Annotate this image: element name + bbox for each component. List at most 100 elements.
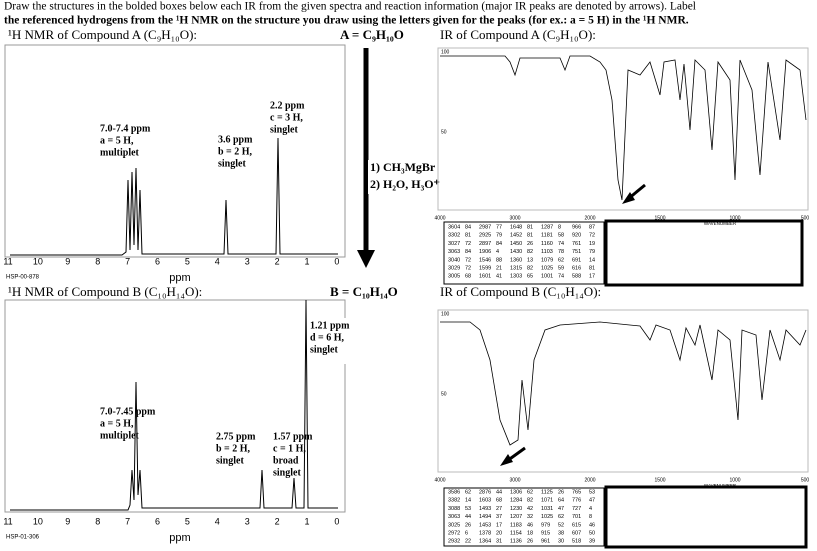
peak-wavenumber: 761 [572,241,581,247]
peak-wavenumber: 1154 [510,530,522,536]
nmr-tick-label: 6 [155,256,160,266]
peak-transmittance: 30 [558,539,564,545]
nmr-tick-label: 8 [95,516,100,526]
table-frame [443,221,605,285]
peak-transmittance: 13 [527,257,533,263]
peak-transmittance: 72 [465,241,471,247]
reagent: 2) H₂O, H₃O⁺ [370,177,440,191]
peak-transmittance: 47 [589,498,595,504]
peak-transmittance: 53 [465,506,471,512]
peak-transmittance: 62 [465,489,471,495]
peak-transmittance: 44 [496,489,502,495]
nmr-tick-label: 3 [245,256,250,266]
peak-transmittance: 42 [527,506,533,512]
peak-transmittance: 82 [527,249,533,255]
peak-wavenumber: 1603 [479,498,491,504]
nmr-tick-label: 4 [215,256,220,266]
peak-transmittance: 50 [589,530,595,536]
peak-wavenumber: 1378 [479,530,491,536]
nmr-tick-label: 5 [185,256,190,266]
peak-label: 3.6 ppm [218,134,253,145]
peak-transmittance: 37 [496,514,502,520]
peak-transmittance: 47 [558,506,564,512]
peak-transmittance: 20 [496,530,502,536]
peak-transmittance: 8 [589,514,592,520]
nmr-spectrum [10,299,338,511]
ir-tick-label: 2000 [584,477,595,483]
peak-label: broad [273,455,299,466]
arrow-head [622,192,635,204]
peak-wavenumber: 1103 [541,249,553,255]
peak-wavenumber: 1284 [510,498,522,504]
peak-transmittance: 27 [496,506,502,512]
peak-transmittance: 65 [527,274,533,280]
peak-wavenumber: 1287 [541,224,553,230]
peak-transmittance: 6 [465,530,468,536]
ir-tick-label: 3000 [509,215,520,221]
peak-transmittance: 68 [465,274,471,280]
peak-wavenumber: 2897 [479,241,491,247]
peak-wavenumber: 1493 [479,506,491,512]
peak-transmittance: 52 [558,522,564,528]
peak-label: c = 3 H, [270,112,303,123]
peak-wavenumber: 2987 [479,224,491,230]
formula: B = C₁₀H₁₄O [330,284,398,299]
peak-transmittance: 82 [527,265,533,271]
peak-transmittance: 19 [589,241,595,247]
peak-label: singlet [216,455,244,466]
answer-box[interactable] [604,485,808,549]
peak-transmittance: 79 [589,249,595,255]
peak-transmittance: 62 [558,514,564,520]
section-title: IR of Compound A (C₉H₁₀O): [440,27,596,42]
peak-wavenumber: 607 [572,530,581,536]
peak-wavenumber: 691 [572,257,581,263]
peak-label: 1.57 ppm [273,431,313,442]
peak-label: b = 2 H, [216,443,251,454]
peak-transmittance: 17 [589,274,595,280]
peak-wavenumber: 3029 [448,265,460,271]
peak-wavenumber: 1306 [510,489,522,495]
peak-label: 2.75 ppm [216,431,256,442]
peak-wavenumber: 765 [572,489,581,495]
peak-wavenumber: 751 [572,249,581,255]
nmr-tick-label: 11 [3,256,12,266]
peak-transmittance: 18 [527,530,533,536]
ir-tick-label: 4000 [434,215,445,221]
peak-wavenumber: 2932 [448,539,460,545]
formula: A = C₉H₁₀O [340,27,404,42]
peak-transmittance: 81 [465,233,471,239]
peak-wavenumber: 3302 [448,233,460,239]
spectrum-code: HSP-01-306 [6,535,40,541]
peak-transmittance: 38 [558,530,564,536]
spectrum-code: HSP-00-878 [6,275,40,281]
nmr-tick-label: 8 [95,256,100,266]
section-title: ¹H NMR of Compound B (C₁₀H₁₄O): [8,284,202,299]
peak-transmittance: 72 [465,265,471,271]
peak-transmittance: 26 [527,241,533,247]
peak-transmittance: 4 [496,249,499,255]
ir-tick-label: 1500 [654,477,665,483]
peak-wavenumber: 727 [572,506,581,512]
nmr-tick-label: 4 [215,516,220,526]
peak-transmittance: 21 [496,265,502,271]
peak-wavenumber: 1452 [510,233,522,239]
peak-wavenumber: 3586 [448,489,460,495]
peak-transmittance: 77 [496,224,502,230]
peak-wavenumber: 3063 [448,249,460,255]
peak-wavenumber: 1546 [479,257,491,263]
nmr-tick-label: 9 [65,256,70,266]
peak-transmittance: 74 [558,241,564,247]
peak-wavenumber: 961 [541,539,550,545]
reagent: 1) CH₃MgBr [370,160,436,174]
peak-label: 2.2 ppm [270,100,305,111]
nmr-tick-label: 1 [304,256,309,266]
peak-transmittance: 32 [527,514,533,520]
nmr-spectrum [10,137,338,256]
nmr-tick-label: 2 [275,516,280,526]
peak-transmittance: 31 [496,539,502,545]
answer-box[interactable] [604,219,804,287]
ir-frame [437,47,809,211]
peak-wavenumber: 979 [541,522,550,528]
